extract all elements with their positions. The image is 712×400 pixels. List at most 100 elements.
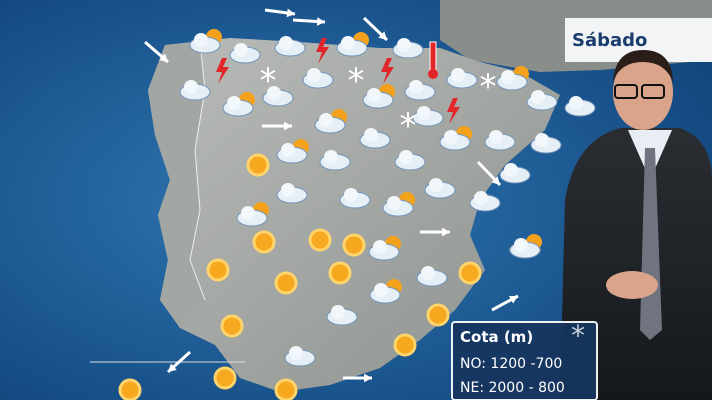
sun-cloud-icon	[369, 279, 402, 304]
cloud	[569, 96, 583, 110]
snow-icon: *	[400, 106, 417, 146]
sun-icon	[393, 333, 417, 357]
legend-row: NE: 2000 - 800	[460, 380, 565, 396]
border	[189, 41, 206, 301]
cloud	[374, 283, 388, 297]
cloud	[194, 33, 208, 47]
cloud-icon	[319, 150, 351, 171]
lightning-icon	[216, 58, 229, 84]
snow-legend: Cota (m) * NO: 1200 -700 NE: 2000 - 800	[451, 319, 598, 400]
cloud-icon	[499, 163, 531, 184]
sun-icon	[213, 366, 237, 390]
day-label: Sábado	[572, 30, 647, 51]
cloud	[344, 188, 358, 202]
sun-cloud-icon	[509, 234, 542, 259]
sun-icon	[252, 230, 276, 254]
cloud	[429, 178, 443, 192]
cloud-icon	[274, 36, 306, 57]
cloud	[421, 266, 435, 280]
sun-icon	[308, 228, 332, 252]
sun-cloud-icon	[222, 92, 255, 117]
cloud	[474, 191, 488, 205]
wind-arrow-head	[378, 31, 387, 40]
cloud-icon	[412, 106, 444, 127]
sun-cloud-icon	[276, 139, 309, 164]
cloud	[227, 96, 241, 110]
sun-icon	[118, 378, 142, 400]
cloud	[489, 130, 503, 144]
cloud	[184, 80, 198, 94]
wind-arrow-head	[284, 121, 292, 131]
cloud	[267, 86, 281, 100]
cloud	[417, 106, 431, 120]
cloud-icon	[564, 96, 596, 117]
snow-icon: *	[348, 61, 365, 101]
sun-icon	[426, 303, 450, 327]
lightning-icon	[381, 58, 394, 84]
cloud	[444, 130, 458, 144]
cloud	[234, 43, 248, 57]
cloud	[307, 68, 321, 82]
cloud	[281, 183, 295, 197]
sun-cloud-icon	[189, 29, 222, 54]
cloud-icon	[416, 266, 448, 287]
cloud	[367, 88, 381, 102]
cloud-icon	[302, 68, 334, 89]
cloud-icon	[424, 178, 456, 199]
cloud	[504, 163, 518, 177]
lightning-icon	[316, 38, 329, 64]
cloud	[341, 36, 355, 50]
lightning-icon	[447, 98, 460, 124]
snow-icon: *	[571, 319, 585, 352]
wind-arrow-head	[316, 17, 325, 26]
sun-icon	[220, 314, 244, 338]
wind-arrow-head	[491, 176, 500, 185]
cloud	[279, 36, 293, 50]
cloud-icon	[326, 305, 358, 326]
sun-icon	[274, 271, 298, 295]
cloud	[531, 90, 545, 104]
cloud	[331, 305, 345, 319]
cloud	[319, 113, 333, 127]
sun-cloud-icon	[439, 126, 472, 151]
cloud-icon	[339, 188, 371, 209]
thermometer	[429, 41, 437, 73]
cloud-icon	[262, 86, 294, 107]
cloud	[387, 196, 401, 210]
sun-cloud-icon	[362, 84, 395, 109]
sun-cloud-icon	[314, 109, 347, 134]
cloud-icon	[530, 133, 562, 154]
cloud-icon	[229, 43, 261, 64]
cloud	[241, 206, 255, 220]
cloud-icon	[446, 68, 478, 89]
wind-arrow-head	[159, 53, 168, 62]
sun-cloud-icon	[496, 66, 529, 91]
wind-arrow-head	[364, 373, 372, 383]
portugal	[148, 42, 205, 328]
legend-title: Cota (m)	[460, 328, 533, 346]
cloud-icon	[394, 150, 426, 171]
cloud	[364, 128, 378, 142]
sun-icon	[206, 258, 230, 282]
cloud	[373, 240, 387, 254]
cloud	[514, 238, 528, 252]
cloud	[289, 346, 303, 360]
wind-arrow-head	[509, 295, 518, 304]
cloud	[501, 70, 515, 84]
cloud-icon	[404, 80, 436, 101]
cloud	[281, 143, 295, 157]
sun-cloud-icon	[368, 236, 401, 261]
sun-cloud-icon	[336, 32, 369, 57]
sun-icon	[274, 378, 298, 400]
snow-icon: *	[480, 67, 497, 107]
snow-icon: *	[260, 61, 277, 101]
wind-arrow-head	[286, 8, 295, 18]
weather-icons: * * * *	[118, 8, 596, 400]
cloud-icon	[469, 191, 501, 212]
legend-row: NO: 1200 -700	[460, 356, 562, 372]
cloud-icon	[526, 90, 558, 111]
wind-arrow-head	[442, 227, 450, 237]
sun-icon	[342, 233, 366, 257]
